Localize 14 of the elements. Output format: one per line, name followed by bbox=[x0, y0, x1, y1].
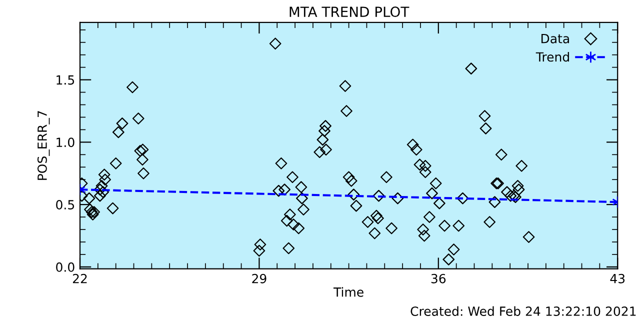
y-tick-label: 1.0 bbox=[56, 138, 74, 148]
y-axis-title: POS_ERR_7 bbox=[37, 111, 50, 180]
y-tick-label: 0.0 bbox=[56, 262, 74, 272]
x-axis-title: Time bbox=[333, 287, 364, 297]
y-tick-label: 1.5 bbox=[56, 75, 74, 85]
legend-label: Trend bbox=[536, 52, 569, 62]
chart-title: MTA TREND PLOT bbox=[290, 6, 410, 18]
x-tick-label: 22 bbox=[72, 274, 87, 284]
legend-label: Data bbox=[541, 34, 569, 44]
x-tick-label: 29 bbox=[252, 274, 266, 284]
text: Created: Wed Feb 24 13:22:10 2021 bbox=[410, 306, 636, 316]
x-tick-label: 36 bbox=[431, 274, 446, 284]
y-tick-label: 0.5 bbox=[56, 200, 74, 210]
x-tick-label: 43 bbox=[610, 274, 625, 284]
